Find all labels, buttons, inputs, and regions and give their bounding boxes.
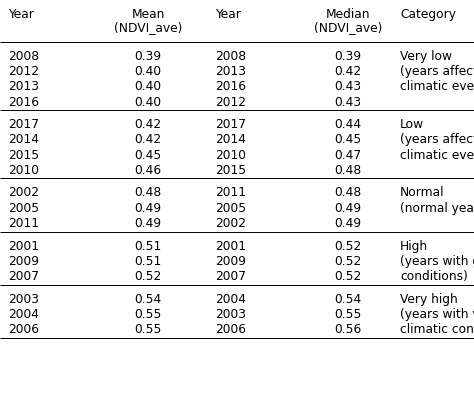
Text: Year: Year — [215, 8, 241, 21]
Text: 2005: 2005 — [8, 202, 39, 215]
Text: 2006: 2006 — [8, 323, 39, 336]
Text: 0.54: 0.54 — [134, 292, 162, 306]
Text: (NDVI_ave): (NDVI_ave) — [314, 21, 382, 34]
Text: 0.48: 0.48 — [134, 187, 162, 200]
Text: 0.54: 0.54 — [334, 292, 362, 306]
Text: climatic events): climatic events) — [400, 148, 474, 162]
Text: 2014: 2014 — [215, 133, 246, 146]
Text: 2015: 2015 — [215, 164, 246, 177]
Text: 0.40: 0.40 — [135, 65, 162, 78]
Text: Very low: Very low — [400, 50, 452, 63]
Text: (years with very good: (years with very good — [400, 308, 474, 321]
Text: 2003: 2003 — [8, 292, 39, 306]
Text: 2016: 2016 — [8, 96, 39, 109]
Text: 2009: 2009 — [8, 255, 39, 268]
Text: 0.49: 0.49 — [335, 217, 362, 230]
Text: 2015: 2015 — [8, 148, 39, 162]
Text: 2008: 2008 — [8, 50, 39, 63]
Text: 2004: 2004 — [8, 308, 39, 321]
Text: 2007: 2007 — [8, 270, 39, 283]
Text: 0.52: 0.52 — [334, 255, 362, 268]
Text: Median: Median — [326, 8, 370, 21]
Text: 0.52: 0.52 — [134, 270, 162, 283]
Text: Category: Category — [400, 8, 456, 21]
Text: (years with good climatic: (years with good climatic — [400, 255, 474, 268]
Text: (years affected by extreme: (years affected by extreme — [400, 65, 474, 78]
Text: 0.44: 0.44 — [335, 118, 362, 131]
Text: 0.49: 0.49 — [135, 217, 162, 230]
Text: 0.40: 0.40 — [135, 81, 162, 93]
Text: 2016: 2016 — [215, 81, 246, 93]
Text: 2012: 2012 — [215, 96, 246, 109]
Text: Very high: Very high — [400, 292, 458, 306]
Text: (normal years): (normal years) — [400, 202, 474, 215]
Text: conditions): conditions) — [400, 270, 468, 283]
Text: 0.42: 0.42 — [135, 118, 162, 131]
Text: 0.49: 0.49 — [135, 202, 162, 215]
Text: climatic events): climatic events) — [400, 81, 474, 93]
Text: (years affected by moderate: (years affected by moderate — [400, 133, 474, 146]
Text: 0.56: 0.56 — [334, 323, 362, 336]
Text: 0.52: 0.52 — [334, 270, 362, 283]
Text: Normal: Normal — [400, 187, 445, 200]
Text: 2002: 2002 — [215, 217, 246, 230]
Text: 2001: 2001 — [215, 240, 246, 252]
Text: 2001: 2001 — [8, 240, 39, 252]
Text: (NDVI_ave): (NDVI_ave) — [114, 21, 182, 34]
Text: 0.39: 0.39 — [335, 50, 362, 63]
Text: 2017: 2017 — [215, 118, 246, 131]
Text: 0.48: 0.48 — [334, 187, 362, 200]
Text: 2010: 2010 — [8, 164, 39, 177]
Text: 0.55: 0.55 — [334, 308, 362, 321]
Text: 0.55: 0.55 — [134, 323, 162, 336]
Text: 0.45: 0.45 — [334, 133, 362, 146]
Text: 2013: 2013 — [215, 65, 246, 78]
Text: 2002: 2002 — [8, 187, 39, 200]
Text: 0.43: 0.43 — [335, 81, 362, 93]
Text: 0.55: 0.55 — [134, 308, 162, 321]
Text: climatic conditions): climatic conditions) — [400, 323, 474, 336]
Text: 0.49: 0.49 — [335, 202, 362, 215]
Text: 2007: 2007 — [215, 270, 246, 283]
Text: 0.42: 0.42 — [335, 65, 362, 78]
Text: 0.51: 0.51 — [134, 255, 162, 268]
Text: 2005: 2005 — [215, 202, 246, 215]
Text: 2013: 2013 — [8, 81, 39, 93]
Text: 0.45: 0.45 — [134, 148, 162, 162]
Text: 0.42: 0.42 — [135, 133, 162, 146]
Text: 2006: 2006 — [215, 323, 246, 336]
Text: 0.46: 0.46 — [135, 164, 162, 177]
Text: 2014: 2014 — [8, 133, 39, 146]
Text: 0.43: 0.43 — [335, 96, 362, 109]
Text: Mean: Mean — [131, 8, 164, 21]
Text: 2009: 2009 — [215, 255, 246, 268]
Text: 2011: 2011 — [8, 217, 39, 230]
Text: 0.52: 0.52 — [334, 240, 362, 252]
Text: Low: Low — [400, 118, 424, 131]
Text: 2010: 2010 — [215, 148, 246, 162]
Text: 0.47: 0.47 — [335, 148, 362, 162]
Text: 2011: 2011 — [215, 187, 246, 200]
Text: Year: Year — [8, 8, 34, 21]
Text: 0.39: 0.39 — [135, 50, 162, 63]
Text: 2008: 2008 — [215, 50, 246, 63]
Text: 2004: 2004 — [215, 292, 246, 306]
Text: High: High — [400, 240, 428, 252]
Text: 0.48: 0.48 — [334, 164, 362, 177]
Text: 2012: 2012 — [8, 65, 39, 78]
Text: 0.51: 0.51 — [134, 240, 162, 252]
Text: 2017: 2017 — [8, 118, 39, 131]
Text: 2003: 2003 — [215, 308, 246, 321]
Text: 0.40: 0.40 — [135, 96, 162, 109]
